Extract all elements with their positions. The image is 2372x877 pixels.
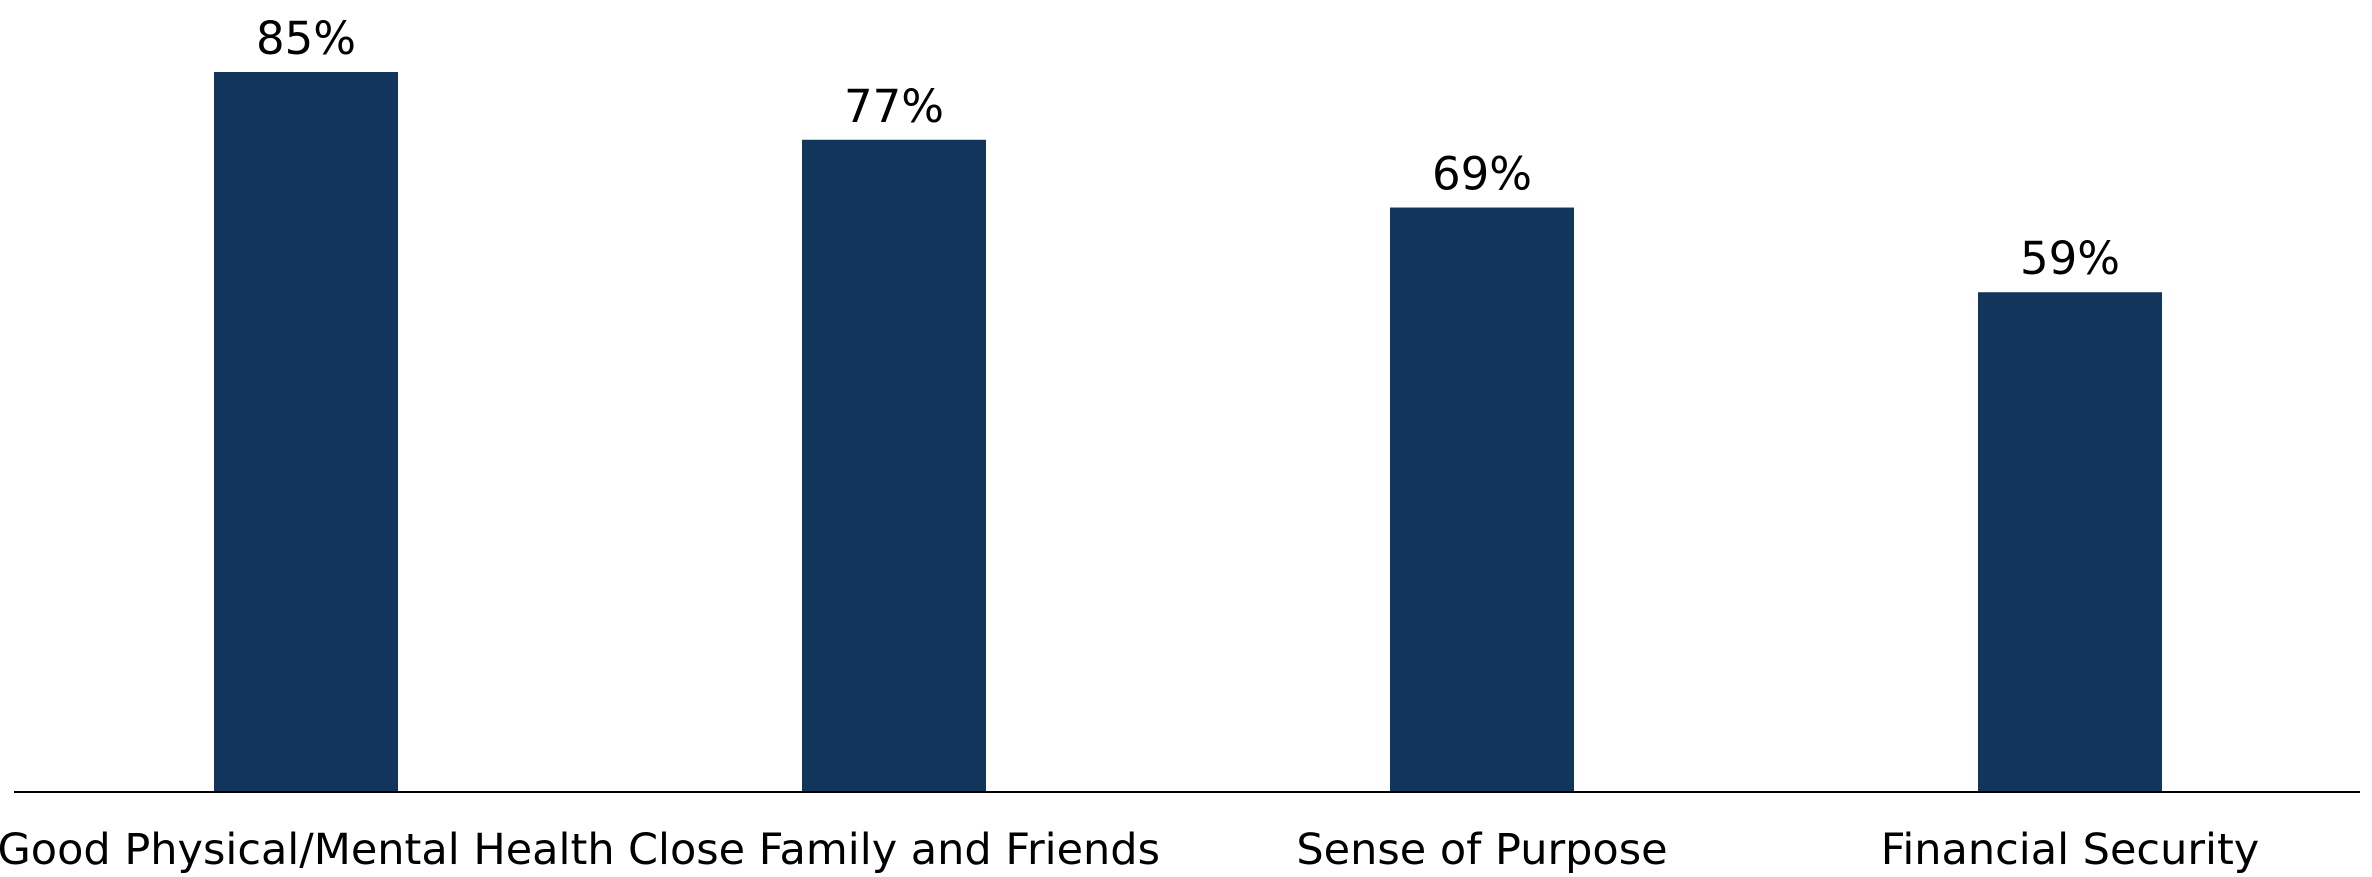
bar-3 [1978,292,2162,792]
bar-1 [802,139,986,792]
category-labels-group: Good Physical/Mental Health Close Family … [0,825,2259,875]
bar-2 [1390,207,1574,792]
value-label-1: 77% [844,80,944,133]
category-label-1: Close Family and Friends [628,825,1160,875]
value-label-3: 59% [2020,232,2120,285]
category-label-0: Good Physical/Mental Health [0,825,615,875]
value-label-2: 69% [1432,148,1532,201]
value-label-0: 85% [256,12,356,65]
category-label-2: Sense of Purpose [1296,825,1667,875]
category-label-3: Financial Security [1881,825,2260,875]
value-labels-group: 85% 77% 69% 59% [256,12,2120,285]
bar-0 [214,72,398,792]
bars-group [214,72,2162,792]
